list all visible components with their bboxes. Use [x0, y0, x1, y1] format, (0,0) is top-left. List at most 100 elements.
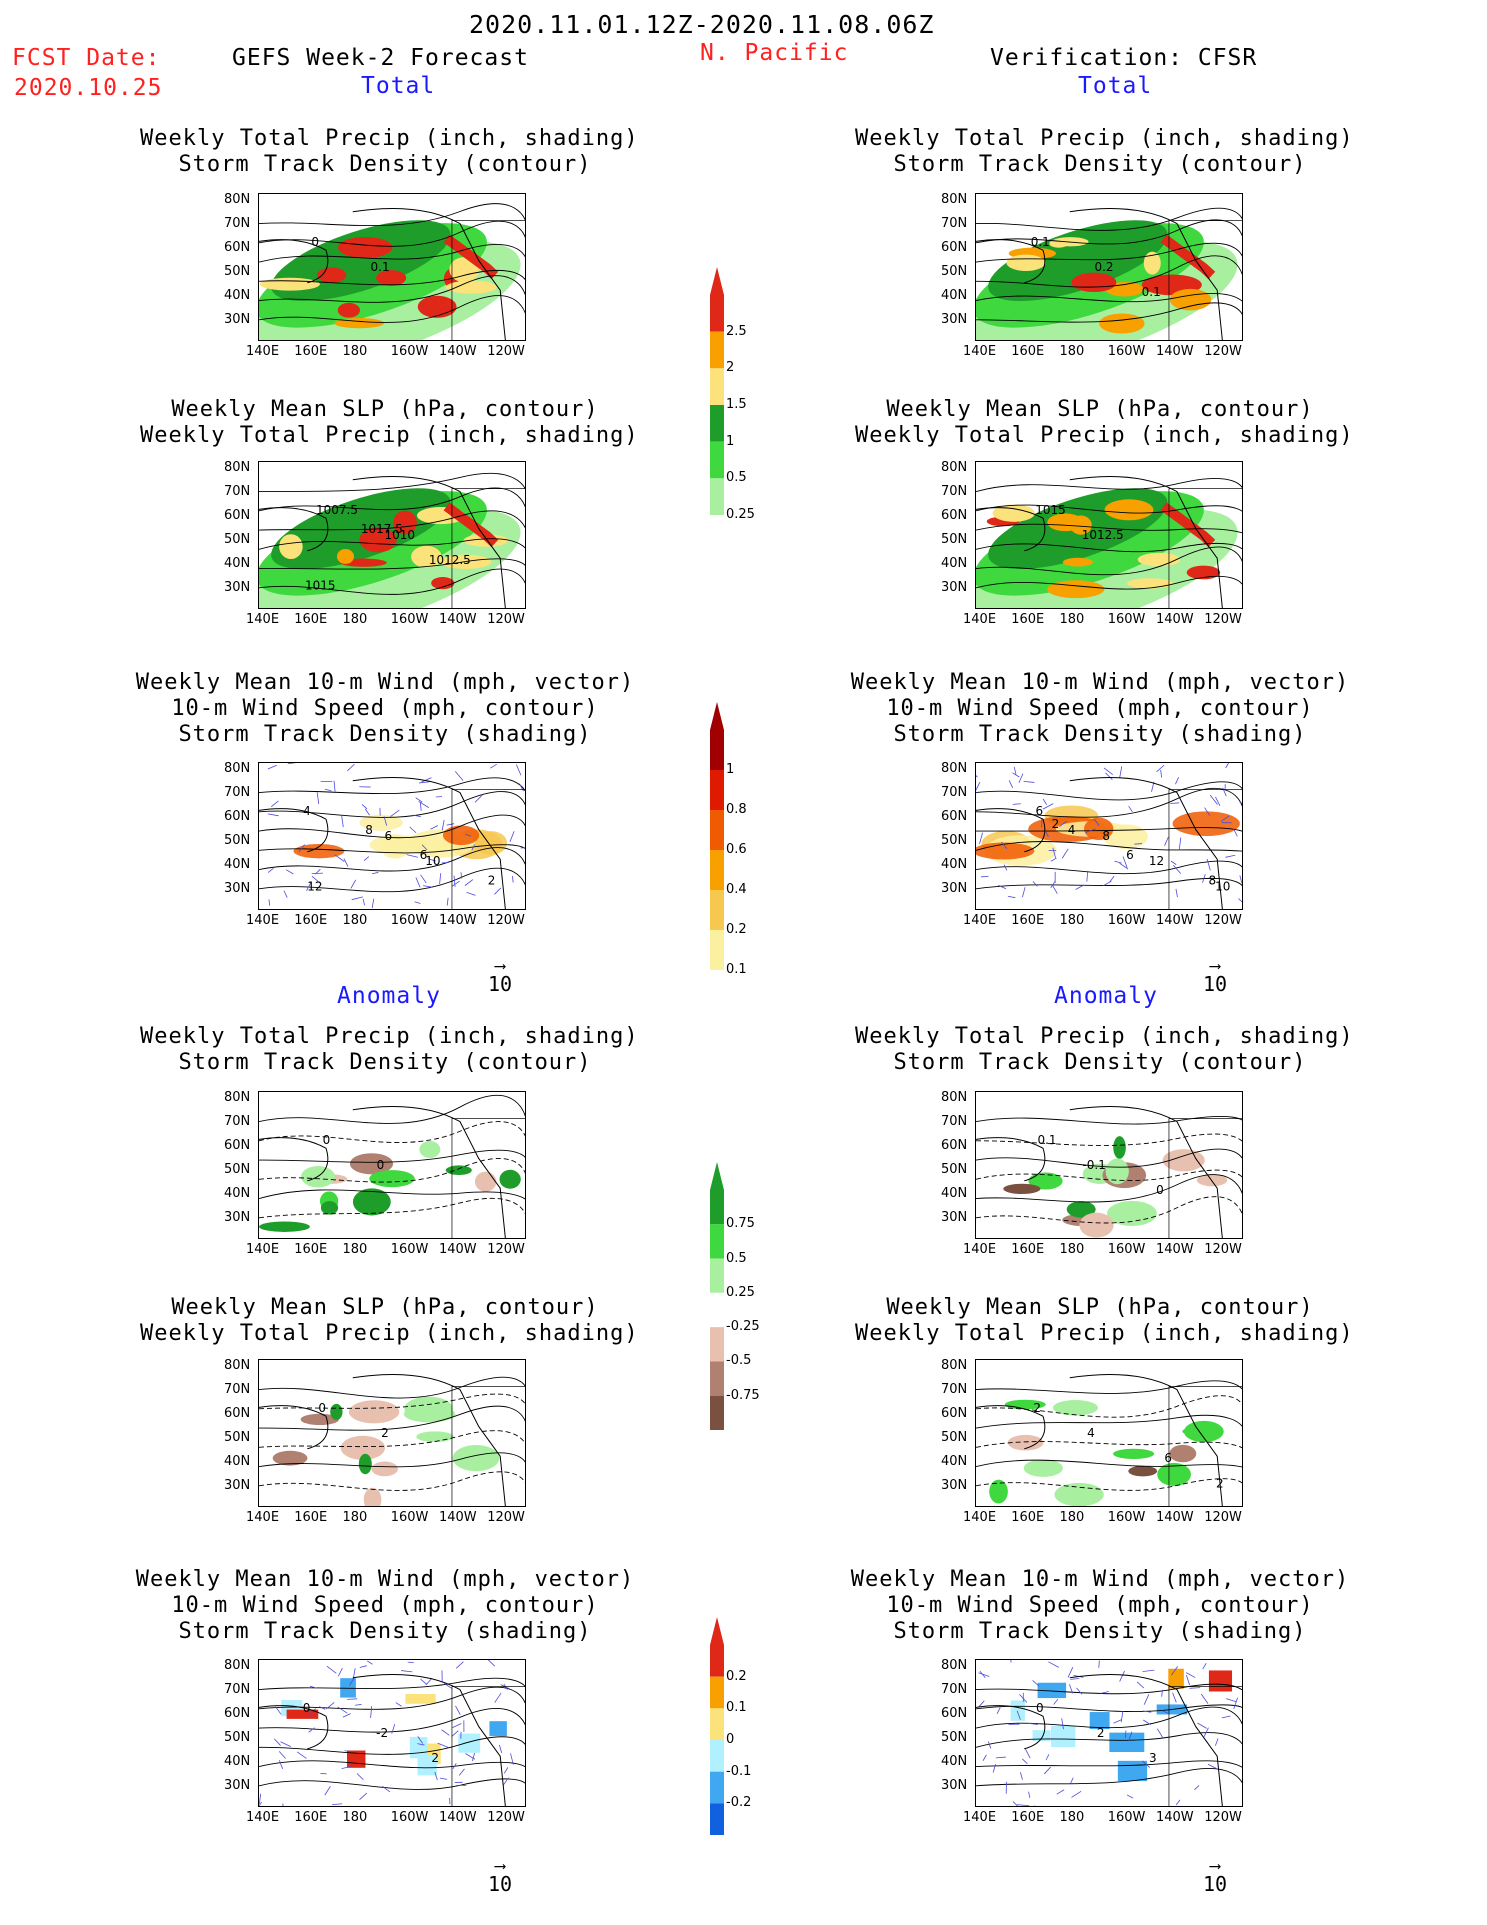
lat-tick: 80N [224, 1358, 251, 1374]
anomaly-shade [1028, 1172, 1063, 1190]
wind-vector [285, 869, 294, 875]
precip-shade [1071, 272, 1117, 293]
precip-shade [1160, 234, 1216, 280]
colorbar-label: 0.4 [726, 882, 747, 897]
lat-tick: 60N [224, 1138, 251, 1154]
wind-vector [326, 1702, 335, 1710]
wind-vector [271, 800, 279, 807]
contour-label: 0.1 [1142, 285, 1161, 299]
wind-vector [355, 1704, 362, 1706]
wind-vector [1156, 1728, 1164, 1739]
lon-tick: 180 [1059, 1242, 1085, 1257]
lon-tick: 140W [1155, 612, 1194, 627]
lat-tick: 30N [224, 580, 251, 596]
colorbar-label: -0.1 [726, 1763, 752, 1779]
wind-vector [460, 872, 463, 879]
lon-tick: 140E [246, 1242, 280, 1257]
wind-vector [1202, 1662, 1207, 1670]
wind-vector [1008, 780, 1014, 789]
precip-shade [279, 534, 303, 560]
wind-vector [512, 875, 514, 883]
colorbar-storm-anomaly [710, 1617, 724, 1835]
wind-vector [406, 854, 418, 858]
lon-tick: 140E [963, 1242, 997, 1257]
lon-tick: 140W [438, 913, 477, 928]
contour-line [259, 1376, 525, 1399]
lat-tick: 50N [941, 264, 968, 280]
lat-tick: 30N [224, 1478, 251, 1494]
contour-line [976, 827, 1242, 832]
wind-vector [1194, 1785, 1200, 1791]
colorbar-label: -0.25 [726, 1319, 760, 1335]
lon-tick: 140W [438, 344, 477, 359]
contour-line [976, 523, 1242, 534]
wind-vector [278, 1751, 286, 1759]
contour-line [976, 1683, 1242, 1695]
wind-vector [1067, 1667, 1074, 1678]
coastline [976, 1705, 1046, 1750]
lat-tick: 50N [941, 1430, 968, 1446]
wind-vector [996, 1707, 1001, 1715]
wind-vector [413, 814, 422, 818]
lon-tick: 140W [1155, 1242, 1194, 1257]
wind-vector [1052, 847, 1056, 859]
wind-vector [1012, 772, 1020, 778]
colorbar-label: -0.5 [726, 1353, 752, 1369]
wind-vector [1100, 1691, 1109, 1694]
wind-vector [1061, 1718, 1064, 1730]
coastline [976, 808, 1046, 853]
lon-tick: 140W [438, 1510, 477, 1525]
section-anomaly-left: Anomaly [337, 983, 441, 1009]
wind-vector [347, 1698, 358, 1700]
coastline [352, 208, 506, 340]
storm-shade [474, 831, 508, 855]
contour-line [259, 1677, 525, 1691]
colorbar-label: 0.25 [726, 1284, 755, 1300]
wind-vector [499, 1744, 503, 1753]
lon-tick: 120W [1204, 1810, 1242, 1825]
contour-label: 1012.5 [429, 553, 471, 567]
lon-tick: 120W [1204, 913, 1242, 928]
wind-vector [454, 771, 464, 781]
wind-vector [337, 1667, 343, 1677]
lon-tick: 160E [1011, 913, 1045, 928]
wind-vector [453, 875, 456, 887]
contour-label: 10 [1215, 879, 1230, 893]
contour-line [259, 510, 525, 531]
anomaly-shade [419, 1140, 441, 1158]
contour-label: 0.1 [1031, 235, 1050, 249]
contour-line [259, 814, 525, 839]
lon-tick: 140W [438, 1810, 477, 1825]
wind-vector [1042, 798, 1047, 806]
anomaly-shade [1007, 1434, 1044, 1451]
state-borders [451, 220, 525, 340]
wind-vector [267, 764, 277, 770]
contour-line [976, 841, 1242, 852]
wind-vector [1142, 1710, 1152, 1713]
lat-tick: 80N [941, 761, 968, 777]
colorbar-label: -0.75 [726, 1387, 760, 1403]
precip-shade [411, 545, 442, 568]
wind-vector [308, 1727, 315, 1733]
wind-vector [307, 1708, 316, 1717]
contour-line [259, 1686, 525, 1710]
wind-vector [1200, 1693, 1209, 1704]
wind-vector [309, 1685, 318, 1689]
wind-vector [409, 826, 417, 834]
wind-vector [1207, 1763, 1218, 1770]
lat-tick: 30N [941, 1210, 968, 1226]
contour-label: 0 [323, 1133, 331, 1147]
contour-line [976, 860, 1242, 875]
contour-line [259, 220, 525, 247]
precip-shade [337, 302, 360, 318]
lat-tick: 60N [224, 508, 251, 524]
map-p10: 2 4 6 2 [975, 1359, 1243, 1507]
model-title: GEFS Week-2 Forecast [232, 45, 529, 71]
wind-vector [420, 1678, 427, 1685]
wind-vector [1226, 1698, 1237, 1703]
lon-tick: 180 [1059, 1810, 1085, 1825]
anomaly-shade [474, 1171, 497, 1192]
precip-shade [1070, 515, 1092, 535]
wind-vector [982, 1754, 987, 1761]
colorbar-label: 0.2 [726, 1668, 747, 1684]
